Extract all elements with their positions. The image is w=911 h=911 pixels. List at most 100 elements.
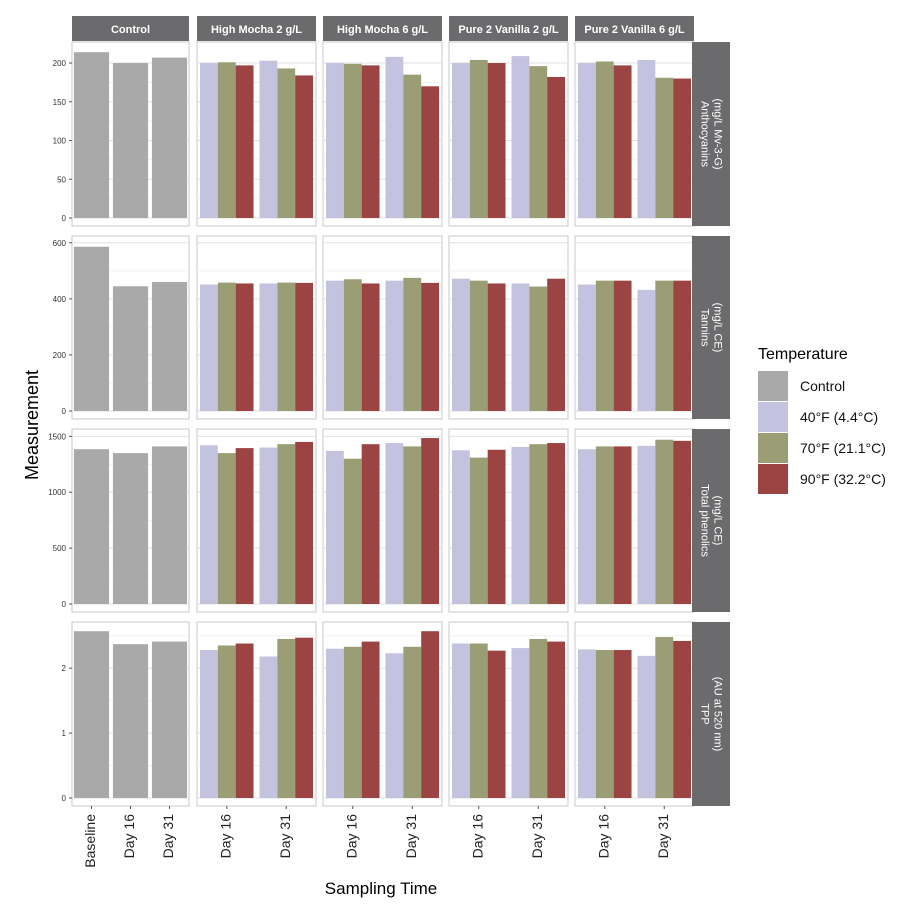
bar [403,446,422,604]
bar [199,445,218,604]
bar [529,638,548,798]
bar [325,450,344,604]
row-strip-label: TPP [699,703,711,724]
bar [343,279,362,411]
bar [487,449,506,604]
bar [325,648,344,798]
facet-panel [196,428,317,613]
y-tick-label: 150 [53,98,67,107]
bar [613,650,632,798]
legend-swatch [758,463,788,494]
x-tick-label: Day 31 [403,814,419,859]
bar [421,438,440,604]
bar [217,62,236,219]
legend-label: 40°F (4.4°C) [800,408,879,425]
bar [613,65,632,218]
legend-swatch [758,401,788,432]
bar [469,457,488,604]
bar [343,63,362,218]
bar [547,76,566,218]
bar [529,444,548,604]
legend-item-90f: 90°F (32.2°C) [758,463,886,494]
bar [451,63,470,218]
bar [655,439,674,604]
facet-panel [574,235,695,420]
legend-swatch [758,432,788,463]
bar [655,637,674,798]
bar [595,280,614,411]
bar [361,283,380,411]
bar [577,649,596,798]
row-strip-label: (AU at 520 nm) [712,677,724,752]
bar [343,458,362,604]
bar [112,63,149,218]
bar [421,631,440,798]
bar [235,65,254,218]
bar [259,283,278,411]
row-strip-label: (mg/L CE) [712,303,724,353]
bar [595,446,614,604]
y-tick-label: 200 [53,59,67,68]
facet-panel [448,428,569,613]
bar [151,446,188,604]
facet-panel [322,41,443,227]
bar [343,646,362,798]
bar [637,655,656,798]
facet-panel: 0 500 1000 1500 [48,428,190,613]
bar [112,453,149,604]
bar [259,60,278,219]
bar [403,74,422,219]
panel-layer: 0 50 100 150 200 0 200 400 600 0 500 1000 1500 0 1 2 Bas… [48,41,695,868]
row-strip-label: Anthocyanins [699,101,711,168]
bar [451,450,470,604]
bar [511,446,530,604]
bar [295,75,314,219]
bar [613,446,632,604]
bar [421,86,440,218]
row-strip-label: Tannins [699,309,711,347]
legend: Temperature Control 40°F (4.4°C) 70°F (2… [758,346,886,494]
bar [259,447,278,604]
y-tick-label: 0 [62,600,67,609]
column-strip-label: Control [111,24,150,36]
facet-panel: 0 200 400 600 [53,235,190,420]
legend-item-control: Control [758,370,886,401]
facet-panel: Day 16 Day 31 [448,621,569,858]
bar [73,246,110,411]
bar [469,59,488,218]
facet-panel [196,235,317,420]
x-tick-label: Day 16 [595,814,611,859]
bar [637,289,656,411]
y-tick-label: 50 [57,175,66,184]
bar [295,282,314,411]
facet-panel: 0 50 100 150 200 [53,41,190,227]
x-tick-label: Day 31 [655,814,671,859]
bar [73,631,110,798]
legend-item-70f: 70°F (21.1°C) [758,432,886,463]
bar [151,641,188,798]
bar [451,278,470,411]
x-tick-label: Baseline [82,814,98,868]
bar [277,68,296,218]
facet-panel: 0 1 2 Baseline Day 16 Day 31 [62,621,190,868]
bar [487,63,506,218]
bar [217,453,236,604]
x-axis-title: Sampling Time [325,879,437,898]
column-strip-label: High Mocha 6 g/L [337,24,428,36]
row-strip [692,42,730,226]
x-tick-label: Day 31 [160,814,176,859]
x-tick-label: Day 16 [217,814,233,859]
bar [325,280,344,411]
y-tick-label: 0 [62,407,67,416]
bar [385,653,404,798]
bar [361,444,380,604]
bar [277,282,296,411]
facet-panel: Day 16 Day 31 [322,621,443,859]
bar [595,650,614,798]
bar [655,280,674,411]
column-strip [575,16,694,41]
bar [295,441,314,604]
bar [637,59,656,218]
row-strip [692,622,730,806]
y-tick-label: 1 [62,729,67,738]
